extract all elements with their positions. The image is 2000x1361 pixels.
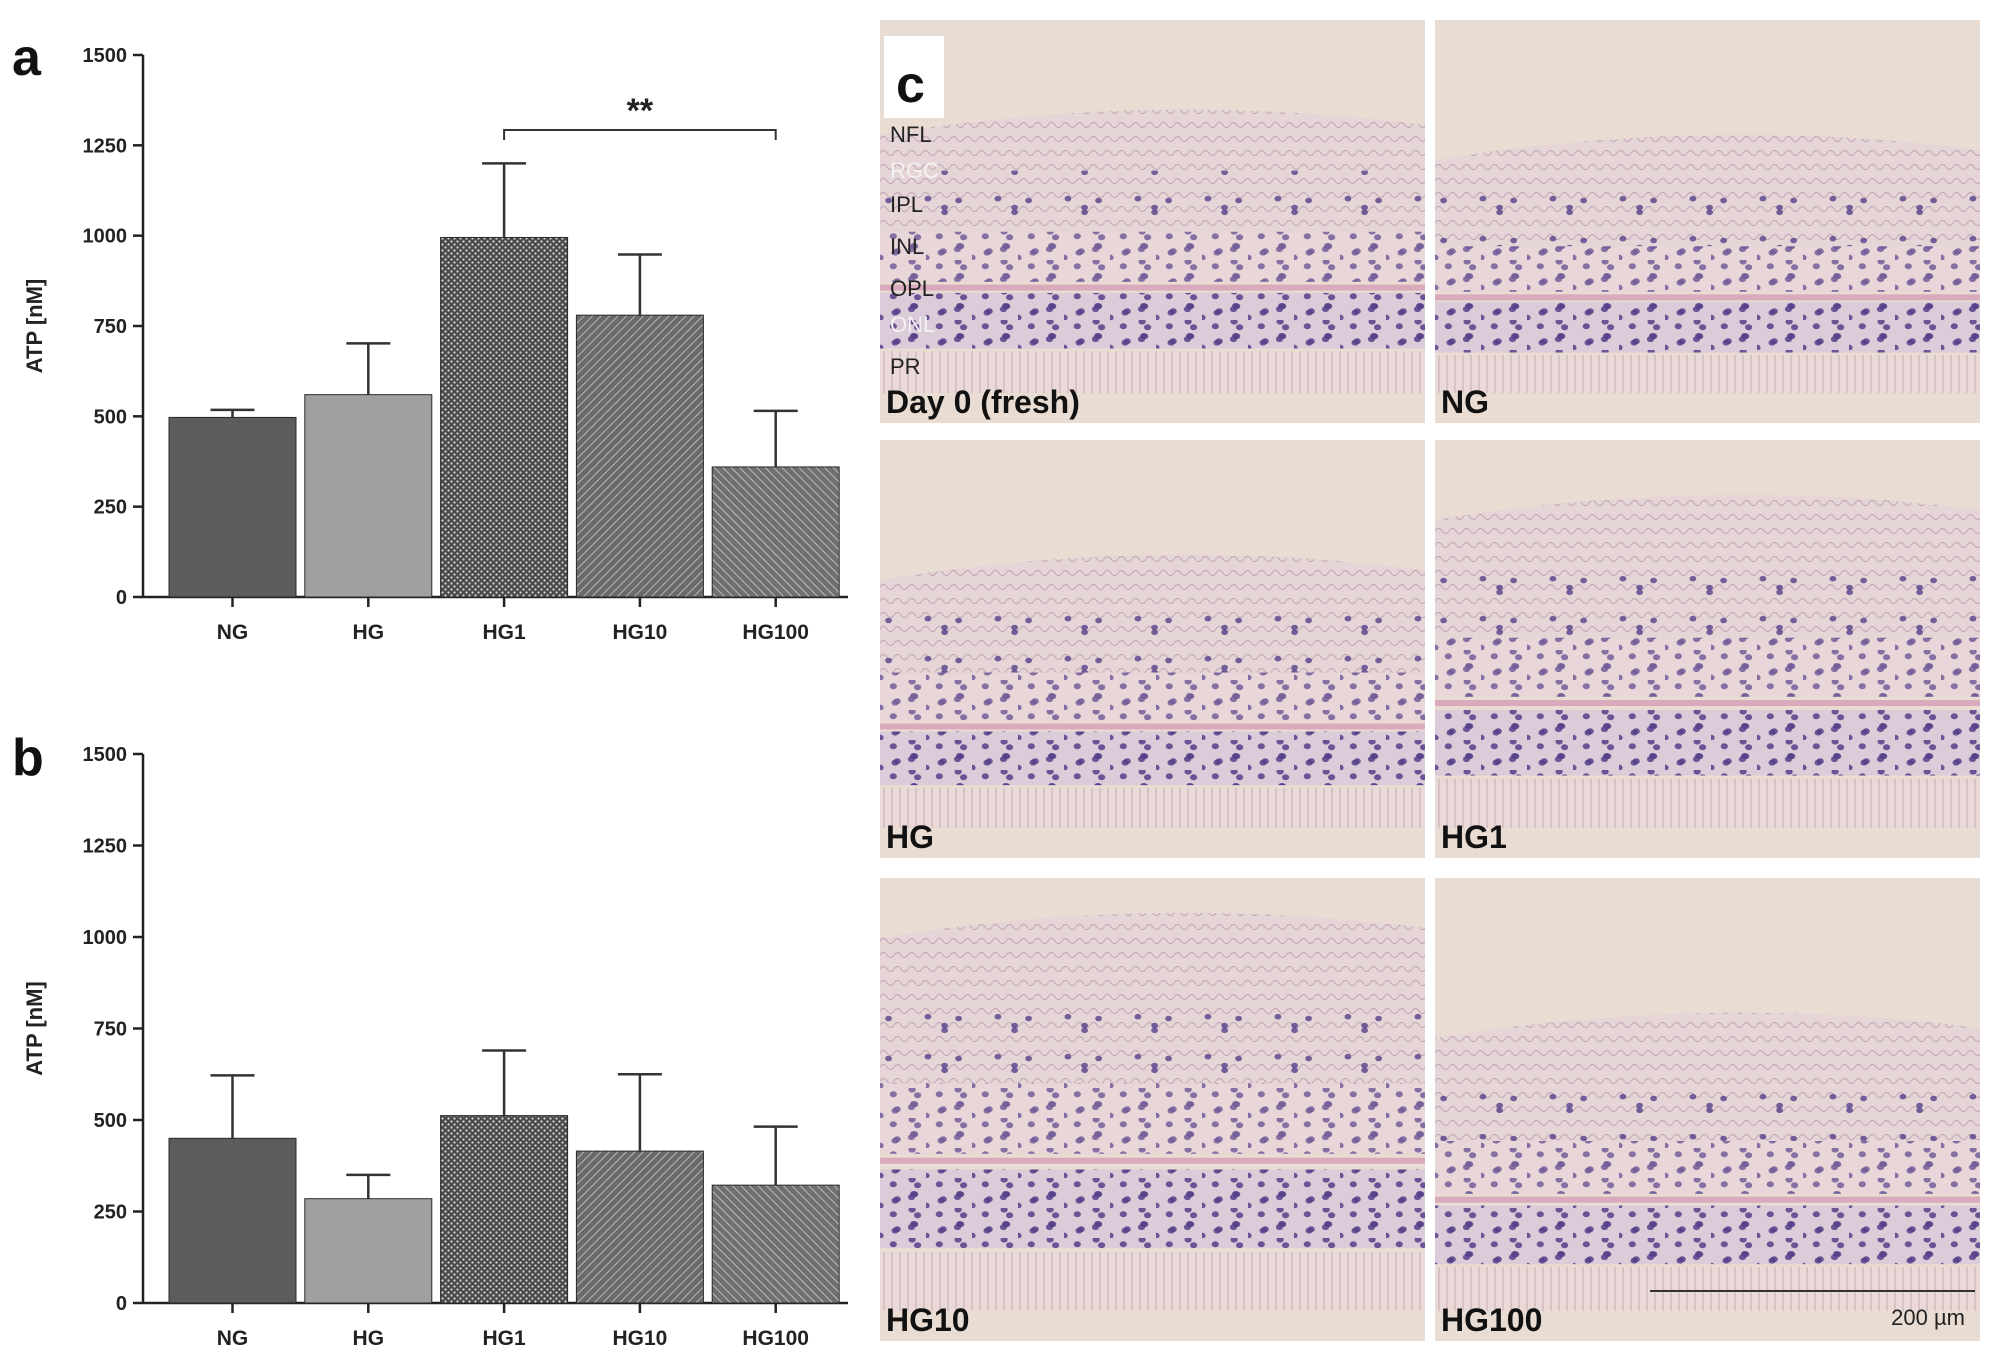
layer-label-onl: ONL bbox=[890, 312, 935, 337]
panel-label: c bbox=[896, 56, 925, 114]
layer-label-nfl: NFL bbox=[890, 122, 932, 147]
panel-label: b bbox=[12, 729, 44, 787]
bar-hg10 bbox=[575, 314, 704, 598]
layer-label-rgc: RGC bbox=[890, 158, 939, 183]
bar-hg bbox=[304, 1198, 433, 1304]
y-tick-label: 1250 bbox=[83, 135, 128, 157]
panel-label: a bbox=[12, 29, 42, 87]
histology-image-hg100: HG100 200 µm bbox=[1435, 878, 1980, 1341]
x-tick-label: HG1 bbox=[483, 621, 527, 644]
histology-label: HG100 bbox=[1441, 1302, 1542, 1338]
y-tick-label: 1250 bbox=[83, 836, 128, 858]
layer-label-opl: OPL bbox=[890, 276, 934, 301]
bar-hg100 bbox=[711, 466, 840, 598]
histology-label: HG bbox=[886, 819, 934, 855]
layer-label-ipl: IPL bbox=[890, 192, 923, 217]
x-tick-label: HG10 bbox=[612, 1327, 667, 1350]
bar-hg1 bbox=[440, 236, 569, 598]
bar-ng bbox=[168, 416, 297, 598]
bar-hg10 bbox=[575, 1150, 704, 1304]
y-tick-label: 750 bbox=[94, 316, 127, 338]
y-tick-label: 500 bbox=[94, 406, 127, 428]
x-tick-label: HG100 bbox=[742, 1327, 809, 1350]
x-tick-label: NG bbox=[217, 621, 249, 644]
histology-label: HG1 bbox=[1441, 819, 1507, 855]
histology-image-ng: NG bbox=[1435, 20, 1980, 423]
x-tick-label: HG100 bbox=[742, 621, 809, 644]
significance-bracket bbox=[503, 129, 777, 140]
histology-label: Day 0 (fresh) bbox=[886, 384, 1080, 420]
bar-hg1 bbox=[440, 1115, 569, 1304]
y-tick-label: 250 bbox=[94, 1202, 127, 1224]
x-tick-label: HG bbox=[353, 1327, 385, 1350]
panel-c-label-box bbox=[884, 36, 944, 118]
significance-label: ** bbox=[627, 92, 654, 130]
layer-label-inl: INL bbox=[890, 234, 924, 259]
histology-label: HG10 bbox=[886, 1302, 970, 1338]
x-tick-label: HG bbox=[353, 621, 385, 644]
y-tick-label: 1000 bbox=[83, 927, 128, 949]
layer-label-pr: PR bbox=[890, 354, 921, 379]
histology-image-hg1: HG1 bbox=[1435, 440, 1980, 858]
scale-bar-label: 200 µm bbox=[1891, 1305, 1965, 1330]
y-tick-label: 1000 bbox=[83, 226, 128, 248]
y-tick-label: 1500 bbox=[83, 744, 128, 766]
histology-label: NG bbox=[1441, 384, 1489, 420]
histology-panel-c: Day 0 (fresh) NFL RGC IPL INL OPL ONL PR c NG HG HG… bbox=[880, 20, 1980, 1341]
histology-image-hg: HG bbox=[880, 440, 1425, 858]
histology-image-day-0-fresh-: Day 0 (fresh) NFL RGC IPL INL OPL ONL PR c bbox=[880, 20, 1425, 423]
y-tick-label: 0 bbox=[116, 587, 127, 609]
bar-hg100 bbox=[711, 1184, 840, 1304]
y-axis-label: ATP [nM] bbox=[22, 981, 47, 1076]
x-tick-label: NG bbox=[217, 1327, 249, 1350]
x-tick-label: HG10 bbox=[612, 621, 667, 644]
y-tick-label: 0 bbox=[116, 1293, 127, 1315]
bar-chart-b: b 0 250 500 750 1000 1250 1500 ATP [nM] NG HG HG1 HG… bbox=[12, 729, 848, 1350]
y-tick-label: 250 bbox=[94, 497, 127, 519]
y-tick-label: 500 bbox=[94, 1110, 127, 1132]
x-tick-label: HG1 bbox=[483, 1327, 527, 1350]
bar-ng bbox=[168, 1137, 297, 1304]
bar-chart-a: a 0 250 500 750 1000 1250 1500 ATP [nM] NG HG HG1 HG… bbox=[12, 29, 848, 644]
histology-image-hg10: HG10 bbox=[880, 878, 1425, 1341]
bar-hg bbox=[304, 394, 433, 598]
y-axis-label: ATP [nM] bbox=[22, 279, 47, 374]
y-tick-label: 1500 bbox=[83, 45, 128, 67]
y-tick-label: 750 bbox=[94, 1019, 127, 1041]
